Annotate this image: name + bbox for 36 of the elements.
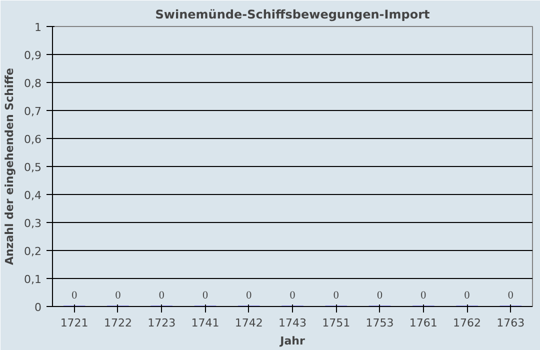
x-tick-label: 1742 — [234, 316, 263, 330]
data-label: 0 — [333, 290, 340, 302]
y-tick-label: 0,4 — [24, 189, 42, 202]
y-tick-label: 0,8 — [24, 77, 42, 90]
x-tick-label: 1743 — [278, 316, 307, 330]
y-tick-label: 0 — [34, 301, 42, 314]
y-tick-label: 0,6 — [24, 133, 42, 146]
chart-title: Swinemünde-Schiffsbewegungen-Import — [155, 8, 430, 22]
x-tick-label: 1753 — [366, 316, 394, 330]
data-label: 0 — [115, 290, 122, 302]
y-tick-label: 1 — [34, 21, 42, 34]
x-tick-label: 1751 — [322, 316, 350, 330]
data-label: 0 — [202, 290, 208, 302]
x-tick-label: 1763 — [496, 316, 525, 330]
x-tick-label: 1761 — [409, 316, 438, 330]
data-label: 0 — [290, 290, 296, 302]
data-label: 0 — [246, 290, 252, 302]
x-tick-label: 1741 — [191, 316, 220, 330]
y-tick-label: 0,3 — [24, 217, 42, 230]
x-tick-label: 1762 — [453, 316, 482, 330]
x-axis-title: Jahr — [279, 334, 306, 348]
data-label: 0 — [464, 290, 470, 302]
data-label: 0 — [72, 290, 78, 302]
y-tick-label: 0,7 — [24, 105, 42, 118]
y-axis-title: Anzahl der eingehenden Schiffe — [3, 68, 16, 266]
y-tick-label: 0,5 — [24, 161, 42, 174]
y-tick-label: 0,1 — [24, 273, 42, 286]
y-tick-label: 0,2 — [24, 245, 42, 258]
x-tick-label: 1721 — [60, 316, 88, 330]
x-tick-label: 1722 — [104, 316, 132, 330]
data-label: 0 — [377, 290, 384, 302]
data-label: 0 — [420, 290, 427, 302]
x-tick-label: 1723 — [148, 316, 176, 330]
data-label: 0 — [158, 290, 165, 302]
data-label: 0 — [508, 290, 514, 302]
y-tick-label: 0,9 — [24, 49, 42, 62]
